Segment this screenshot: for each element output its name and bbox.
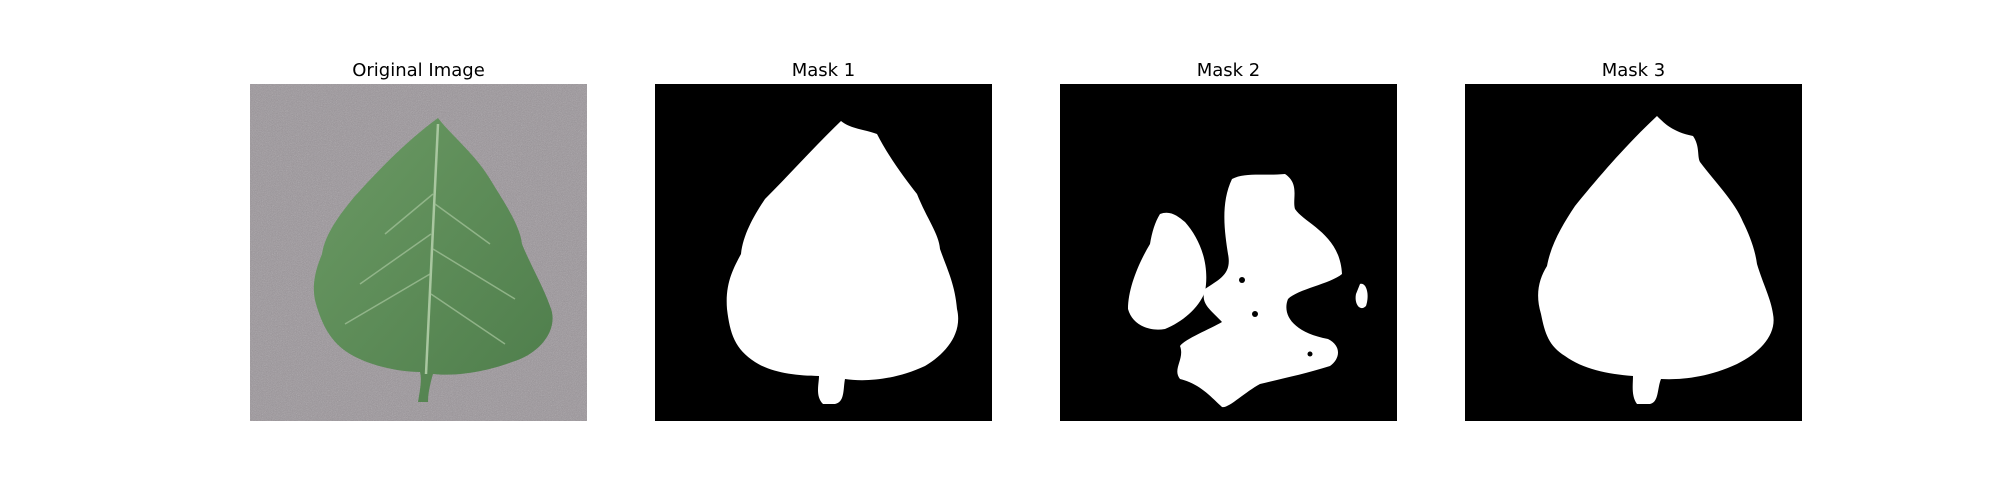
leaf-shape bbox=[313, 118, 553, 402]
panel-title-mask-1: Mask 1 bbox=[791, 60, 856, 81]
panel-title-mask-3: Mask 3 bbox=[1601, 60, 1666, 81]
panel-mask-1: Mask 1 bbox=[655, 58, 992, 421]
mask-3-image bbox=[1465, 84, 1802, 421]
panel-title-original: Original Image bbox=[352, 60, 485, 81]
panel-mask-2: Mask 2 bbox=[1060, 58, 1397, 421]
panel-title-mask-2: Mask 2 bbox=[1196, 60, 1261, 81]
mask-1-image bbox=[655, 84, 992, 421]
mask-2-image bbox=[1060, 84, 1397, 421]
panel-original: Original Image bbox=[250, 58, 587, 421]
original-leaf-image bbox=[250, 84, 587, 421]
panel-mask-3: Mask 3 bbox=[1465, 58, 1802, 421]
